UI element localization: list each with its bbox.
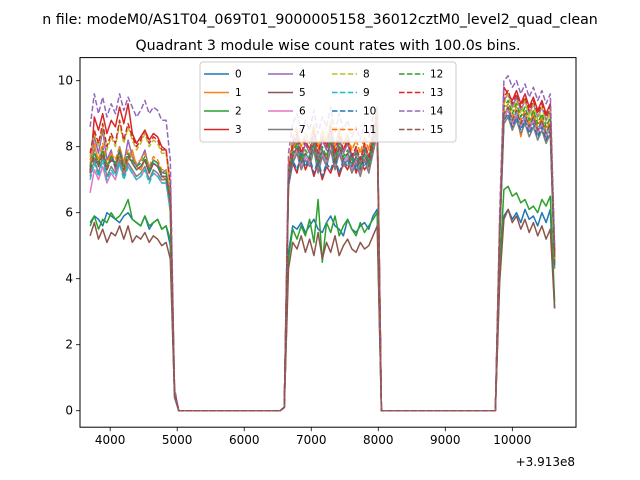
legend-label-0: 0 [235, 69, 242, 81]
series-line-5 [89, 208, 556, 412]
legend-label-7: 7 [299, 124, 306, 136]
legend-label-9: 9 [363, 87, 370, 99]
legend-label-12: 12 [430, 69, 443, 81]
series-line-7 [89, 116, 556, 412]
y-tick-label: 4 [65, 272, 73, 286]
x-tick-label: 4000 [95, 433, 126, 447]
legend-label-10: 10 [363, 106, 376, 118]
x-tick-label: 9000 [430, 433, 461, 447]
y-tick-label: 2 [65, 338, 73, 352]
legend-label-15: 15 [430, 124, 443, 136]
legend-label-11: 11 [363, 124, 376, 136]
x-tick-label: 8000 [363, 433, 394, 447]
legend-label-2: 2 [235, 106, 242, 118]
legend-label-6: 6 [299, 106, 306, 118]
legend-label-4: 4 [299, 69, 306, 81]
chart-title: Quadrant 3 module wise count rates with … [135, 38, 520, 54]
x-tick-label: 10000 [493, 433, 531, 447]
y-axis: 0 2 4 6 8 10 [58, 74, 80, 418]
y-tick-label: 10 [58, 74, 73, 88]
y-tick-label: 8 [65, 140, 73, 154]
legend-label-8: 8 [363, 69, 370, 81]
legend-label-14: 14 [430, 106, 444, 118]
x-axis: 4000 5000 6000 7000 8000 9000 10000 [95, 427, 531, 447]
legend-label-1: 1 [235, 87, 242, 99]
x-offset-label: +3.913e8 [516, 455, 575, 469]
y-tick-label: 6 [65, 206, 73, 220]
figure-suptitle: n file: modeM0/AS1T04_069T01_9000005158_… [42, 12, 598, 28]
x-tick-label: 6000 [229, 433, 260, 447]
legend-box [199, 61, 457, 143]
legend-label-13: 13 [430, 87, 443, 99]
series-line-2 [89, 185, 556, 412]
axes-frame [79, 57, 577, 428]
x-tick-label: 5000 [162, 433, 193, 447]
legend-label-3: 3 [235, 124, 242, 136]
x-tick-label: 7000 [296, 433, 327, 447]
series-line-0 [89, 208, 556, 412]
y-tick-label: 0 [65, 404, 73, 418]
series-line-15 [89, 106, 556, 412]
legend-label-5: 5 [299, 87, 306, 99]
